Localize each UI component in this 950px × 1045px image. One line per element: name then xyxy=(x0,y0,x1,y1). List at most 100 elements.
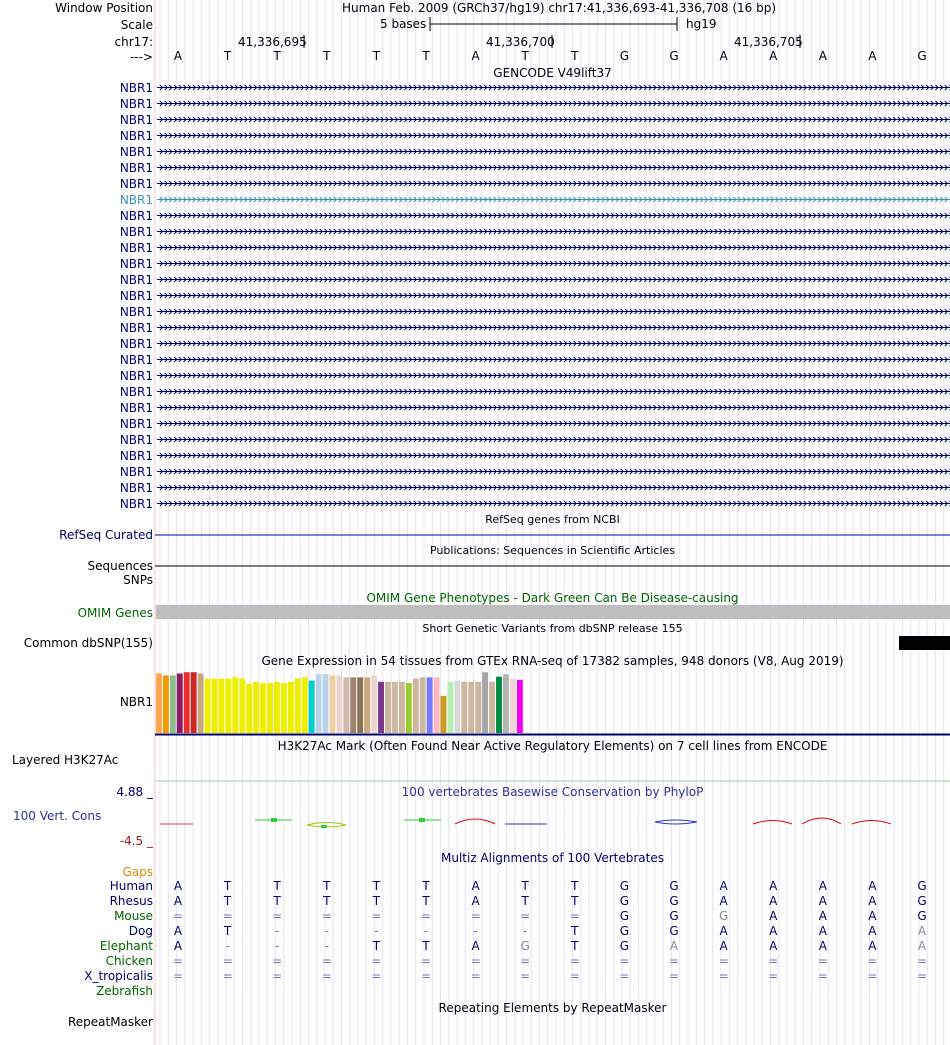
gencode-transcript-label[interactable]: NBR1 xyxy=(119,496,153,511)
gencode-transcript-label[interactable]: NBR1 xyxy=(119,80,153,95)
gencode-transcript-label[interactable]: NBR1 xyxy=(119,144,153,159)
gtex-tissue-bar xyxy=(371,675,378,733)
aligned-base: G xyxy=(669,894,679,908)
gencode-transcript-label[interactable]: NBR1 xyxy=(119,384,153,399)
aligned-base: = xyxy=(470,954,481,968)
conservation-label[interactable]: 100 Vert. Cons xyxy=(13,809,102,823)
aligned-base: T xyxy=(422,894,430,908)
transcript-arrow-line xyxy=(157,468,950,475)
aligned-base: G xyxy=(718,909,729,923)
dbsnp-variant-block xyxy=(899,636,950,650)
aligned-base: = xyxy=(420,969,432,983)
aligned-base: = xyxy=(420,909,432,923)
dbsnp-label[interactable]: Common dbSNP(155) xyxy=(23,636,153,650)
aligned-base: = xyxy=(520,909,531,923)
gtex-tissue-bar xyxy=(475,681,482,733)
gencode-transcript-label[interactable]: NBR1 xyxy=(119,464,153,479)
aligned-base: = xyxy=(321,909,332,923)
gencode-transcript-label[interactable]: NBR1 xyxy=(119,400,153,415)
gencode-transcript-label[interactable]: NBR1 xyxy=(119,192,153,207)
repeatmasker-label[interactable]: RepeatMasker xyxy=(67,1015,153,1029)
base-letter: T xyxy=(521,49,529,63)
aligned-base: = xyxy=(867,954,878,968)
gencode-transcript-label[interactable]: NBR1 xyxy=(119,416,153,431)
species-label[interactable]: Zebrafish xyxy=(96,984,153,998)
gencode-transcript-label[interactable]: NBR1 xyxy=(119,96,153,111)
h3k27ac-label[interactable]: Layered H3K27Ac xyxy=(12,753,119,767)
species-label[interactable]: Chicken xyxy=(105,954,153,968)
gtex-gene-label[interactable]: NBR1 xyxy=(119,695,153,709)
aligned-base: T xyxy=(422,879,430,893)
transcript-strand-arrows xyxy=(159,84,950,91)
species-label[interactable]: Dog xyxy=(128,924,153,938)
transcript-arrow-line xyxy=(157,180,950,187)
gencode-transcript-label[interactable]: NBR1 xyxy=(119,256,153,271)
gencode-transcript-label[interactable]: NBR1 xyxy=(119,160,153,175)
aligned-base: A xyxy=(769,879,778,893)
gtex-tissue-bar xyxy=(308,680,315,733)
aligned-base: A xyxy=(173,879,183,893)
gtex-tissue-bar xyxy=(468,681,475,733)
gtex-tissue-bar xyxy=(405,683,412,733)
gencode-transcript-label[interactable]: NBR1 xyxy=(119,448,153,463)
transcript-strand-arrows xyxy=(159,228,950,235)
gencode-transcript-label[interactable]: NBR1 xyxy=(119,336,153,351)
aligned-base: T xyxy=(571,879,579,893)
transcript-arrow-line xyxy=(157,260,950,267)
base-letter: T xyxy=(223,49,232,63)
aligned-base: T xyxy=(223,894,232,908)
gencode-transcript-label[interactable]: NBR1 xyxy=(119,352,153,367)
omim-genes-label[interactable]: OMIM Genes xyxy=(77,606,153,620)
aligned-base: A xyxy=(769,924,778,938)
gencode-transcript-label[interactable]: NBR1 xyxy=(119,240,153,255)
gencode-transcript-label[interactable]: NBR1 xyxy=(119,224,153,239)
gtex-tissue-bar xyxy=(329,675,336,733)
gencode-transcript-label[interactable]: NBR1 xyxy=(119,128,153,143)
aligned-base: = xyxy=(222,954,233,968)
multiz-track-title: Multiz Alignments of 100 Vertebrates xyxy=(440,851,665,865)
transcript-arrow-line xyxy=(157,100,950,107)
species-label[interactable]: Rhesus xyxy=(109,894,153,908)
aligned-base: = xyxy=(371,954,382,968)
gencode-transcript-label[interactable]: NBR1 xyxy=(119,208,153,223)
gencode-transcript-label[interactable]: NBR1 xyxy=(119,288,153,303)
gencode-transcript-label[interactable]: NBR1 xyxy=(119,272,153,287)
aligned-base: G xyxy=(669,879,679,893)
gencode-transcript-label[interactable]: NBR1 xyxy=(119,176,153,191)
aligned-base: T xyxy=(521,879,529,893)
transcript-strand-arrows xyxy=(159,484,950,491)
species-label[interactable]: Human xyxy=(109,879,153,893)
gtex-tissue-bar xyxy=(454,680,461,733)
aligned-base: A xyxy=(719,879,728,893)
gencode-transcript-label[interactable]: NBR1 xyxy=(119,432,153,447)
gencode-transcript-label[interactable]: NBR1 xyxy=(119,480,153,495)
species-label[interactable]: Elephant xyxy=(99,939,153,953)
gtex-tissue-bar xyxy=(204,678,211,733)
species-label[interactable]: X_tropicalis xyxy=(84,969,153,983)
transcript-arrow-line xyxy=(157,244,950,251)
gencode-transcript-label[interactable]: NBR1 xyxy=(119,304,153,319)
scale-label: Scale xyxy=(120,18,153,32)
gaps-label[interactable]: Gaps xyxy=(122,865,153,879)
gtex-tissue-bar xyxy=(301,677,308,733)
refseq-curated-label[interactable]: RefSeq Curated xyxy=(59,528,153,542)
gtex-tissue-bar xyxy=(294,678,301,733)
gencode-transcript-label[interactable]: NBR1 xyxy=(119,368,153,383)
aligned-base: T xyxy=(273,879,281,893)
aligned-base: = xyxy=(668,954,680,968)
aligned-base: A xyxy=(818,879,827,893)
transcript-strand-arrows xyxy=(159,164,950,171)
transcript-arrow-line xyxy=(157,436,950,443)
transcript-strand-arrows xyxy=(159,148,950,155)
aligned-base: = xyxy=(817,969,828,983)
transcript-strand-arrows xyxy=(159,276,950,283)
gencode-transcript-label[interactable]: NBR1 xyxy=(119,112,153,127)
gencode-transcript-label[interactable]: NBR1 xyxy=(119,320,153,335)
publications-sequences-label[interactable]: Sequences xyxy=(87,559,153,573)
phylop-segment xyxy=(801,817,842,825)
species-label[interactable]: Mouse xyxy=(114,909,153,923)
assembly-position: Human Feb. 2009 (GRCh37/hg19) chr17:41,3… xyxy=(342,1,777,15)
aligned-base: = xyxy=(222,969,233,983)
snps-label[interactable]: SNPs xyxy=(123,573,153,587)
transcript-arrow-line xyxy=(157,196,950,203)
